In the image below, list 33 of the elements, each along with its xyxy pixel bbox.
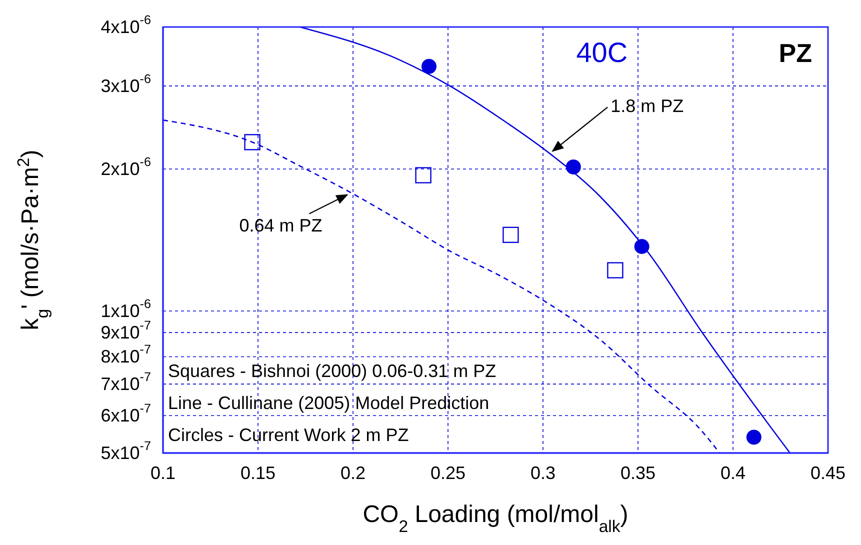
y-tick-label: 7x10$^{-7}$ — [100, 370, 151, 394]
point — [502, 226, 519, 243]
y-tick-label: 4x10$^{-6}$ — [100, 13, 151, 37]
y-tick-label: 9x10$^{-7}$ — [100, 318, 151, 343]
x-tick-label: 0.35 — [620, 463, 656, 483]
point — [415, 167, 432, 184]
x-tick-label: 0.45 — [810, 463, 846, 483]
annotation: 0.64 m PZ — [239, 216, 322, 236]
y-tick-label: 8x10$^{-7}$ — [100, 342, 151, 367]
annotation: Circles - Current Work 2 m PZ — [168, 425, 409, 445]
x-tick-label: 0.1 — [150, 463, 176, 483]
y-tick-label: 3x10$^{-6}$ — [100, 72, 151, 96]
point — [566, 159, 581, 174]
annotation: 1.8 m PZ — [610, 96, 684, 116]
point — [422, 58, 436, 74]
x-axis-title: CO$_{2}$ Loading (mol/mol$_{alk}$) — [362, 501, 628, 536]
annotation: Squares - Bishnoi (2000) 0.06-0.31 m PZ — [168, 361, 496, 381]
annotation: PZ — [778, 38, 812, 68]
y-tick-label: 2x10$^{-6}$ — [100, 155, 151, 179]
y-tick-label: 1x10$^{-6}$ — [100, 297, 151, 321]
x-tick-label: 0.2 — [340, 463, 366, 483]
point — [746, 430, 762, 445]
y-tick-label: 5x10$^{-7}$ — [100, 439, 151, 463]
y-tick-label: 6x10$^{-7}$ — [100, 402, 151, 426]
x-tick-label: 0.15 — [240, 463, 276, 483]
point — [607, 262, 624, 278]
x-tick-label: 0.3 — [530, 463, 556, 483]
annotation: 40C — [576, 37, 628, 68]
annotation: Line - Cullinane (2005) Model Prediction — [168, 393, 490, 413]
x-tick-label: 0.4 — [720, 463, 746, 483]
x-tick-label: 0.25 — [430, 463, 466, 483]
point — [634, 239, 650, 254]
point — [244, 134, 260, 150]
